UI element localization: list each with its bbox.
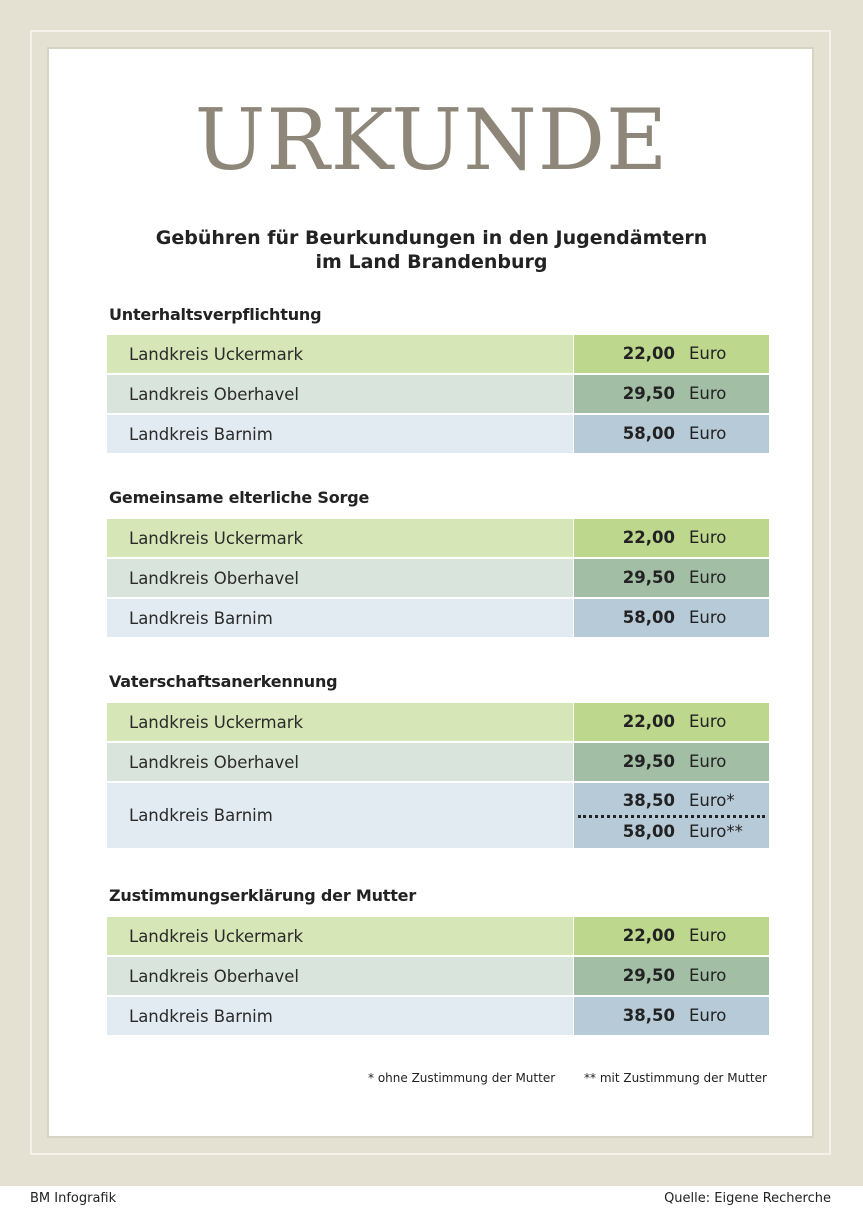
fee-amount: 29,50 Euro xyxy=(574,961,769,991)
fee-amount-cell: 22,00 Euro xyxy=(574,335,769,373)
fee-amount-cell: 38,50 Euro* 58,00 Euro** xyxy=(574,783,769,848)
subtitle: Gebühren für Beurkundungen in den Jugend… xyxy=(0,226,863,274)
section-title: Vaterschaftsanerkennung xyxy=(109,672,338,691)
district-name: Landkreis Uckermark xyxy=(107,519,573,557)
fee-amount-cell: 38,50 Euro xyxy=(574,997,769,1035)
district-name: Landkreis Oberhavel xyxy=(107,957,573,995)
fee-currency: Euro xyxy=(689,528,727,547)
fee-amount: 38,50 Euro xyxy=(574,1001,769,1031)
district-name: Landkreis Uckermark xyxy=(107,335,573,373)
fee-currency: Euro xyxy=(689,344,727,363)
fee-row: Landkreis Uckermark 22,00 Euro xyxy=(107,335,769,373)
fee-row: Landkreis Oberhavel 29,50 Euro xyxy=(107,743,769,781)
district-name: Landkreis Oberhavel xyxy=(107,375,573,413)
fee-amount: 58,00 Euro xyxy=(574,603,769,633)
section-title: Zustimmungserklärung der Mutter xyxy=(109,886,417,905)
fee-row: Landkreis Barnim 38,50 Euro xyxy=(107,997,769,1035)
fee-amount: 29,50 Euro xyxy=(574,563,769,593)
page-title: URKUNDE xyxy=(194,91,669,189)
fee-value: 58,00 xyxy=(622,608,675,627)
fee-amount: 22,00 Euro xyxy=(574,707,769,737)
fee-amount-cell: 22,00 Euro xyxy=(574,703,769,741)
district-name: Landkreis Barnim xyxy=(107,997,573,1035)
fee-amount-cell: 58,00 Euro xyxy=(574,415,769,453)
outer-border xyxy=(30,30,831,1155)
fee-row: Landkreis Barnim 58,00 Euro xyxy=(107,415,769,453)
source-label: Quelle: Eigene Recherche xyxy=(664,1191,831,1206)
fee-amount: 58,00 Euro** xyxy=(574,817,769,847)
fee-row: Landkreis Oberhavel 29,50 Euro xyxy=(107,375,769,413)
section-title: Gemeinsame elterliche Sorge xyxy=(109,488,370,507)
subtitle-line-1: Gebühren für Beurkundungen in den Jugend… xyxy=(155,227,708,249)
fee-value: 22,00 xyxy=(622,344,675,363)
fee-value: 29,50 xyxy=(622,752,675,771)
fee-amount: 29,50 Euro xyxy=(574,379,769,409)
fee-value: 22,00 xyxy=(622,926,675,945)
fee-amount-cell: 22,00 Euro xyxy=(574,917,769,955)
fee-currency: Euro xyxy=(689,384,727,403)
district-name: Landkreis Barnim xyxy=(107,415,573,453)
fee-row: Landkreis Uckermark 22,00 Euro xyxy=(107,917,769,955)
fee-currency: Euro xyxy=(689,926,727,945)
fee-row: Landkreis Uckermark 22,00 Euro xyxy=(107,703,769,741)
fee-row: Landkreis Barnim 38,50 Euro* 58,00 Euro** xyxy=(107,783,769,848)
dotted-divider xyxy=(578,815,765,818)
fee-value: 58,00 xyxy=(622,822,675,841)
fee-row: Landkreis Uckermark 22,00 Euro xyxy=(107,519,769,557)
fee-value: 22,00 xyxy=(622,528,675,547)
fee-currency: Euro xyxy=(689,608,727,627)
fee-amount: 22,00 Euro xyxy=(574,921,769,951)
fee-value: 29,50 xyxy=(622,384,675,403)
fee-amount-cell: 22,00 Euro xyxy=(574,519,769,557)
fee-amount: 29,50 Euro xyxy=(574,747,769,777)
footnote-with-consent: ** mit Zustimmung der Mutter xyxy=(584,1071,767,1085)
fee-currency: Euro xyxy=(689,424,727,443)
fee-row: Landkreis Oberhavel 29,50 Euro xyxy=(107,559,769,597)
subtitle-line-2: im Land Brandenburg xyxy=(315,251,548,273)
fee-value: 22,00 xyxy=(622,712,675,731)
footnote-without-consent: * ohne Zustimmung der Mutter xyxy=(368,1071,556,1085)
fee-amount: 22,00 Euro xyxy=(574,339,769,369)
fee-amount: 58,00 Euro xyxy=(574,419,769,449)
district-name: Landkreis Oberhavel xyxy=(107,559,573,597)
fee-amount-cell: 29,50 Euro xyxy=(574,957,769,995)
fee-amount-cell: 29,50 Euro xyxy=(574,743,769,781)
fee-amount: 22,00 Euro xyxy=(574,523,769,553)
fee-amount-cell: 29,50 Euro xyxy=(574,559,769,597)
fee-currency: Euro xyxy=(689,568,727,587)
fee-value: 29,50 xyxy=(622,568,675,587)
fee-currency: Euro* xyxy=(689,791,735,810)
fee-amount-cell: 58,00 Euro xyxy=(574,599,769,637)
district-name: Landkreis Oberhavel xyxy=(107,743,573,781)
credit-label: BM Infografik xyxy=(30,1191,117,1206)
fee-currency: Euro xyxy=(689,966,727,985)
fee-value: 29,50 xyxy=(622,966,675,985)
fee-value: 38,50 xyxy=(622,1006,675,1025)
fee-row: Landkreis Oberhavel 29,50 Euro xyxy=(107,957,769,995)
fee-value: 38,50 xyxy=(622,791,675,810)
district-name: Landkreis Uckermark xyxy=(107,703,573,741)
section-title: Unterhaltsverpflichtung xyxy=(109,305,322,324)
fee-currency: Euro xyxy=(689,752,727,771)
district-name: Landkreis Barnim xyxy=(107,783,573,848)
district-name: Landkreis Barnim xyxy=(107,599,573,637)
fee-amount-cell: 29,50 Euro xyxy=(574,375,769,413)
fee-currency: Euro** xyxy=(689,822,743,841)
fee-currency: Euro xyxy=(689,1006,727,1025)
fee-value: 58,00 xyxy=(622,424,675,443)
district-name: Landkreis Uckermark xyxy=(107,917,573,955)
fee-row: Landkreis Barnim 58,00 Euro xyxy=(107,599,769,637)
fee-amount: 38,50 Euro* xyxy=(574,786,769,816)
fee-currency: Euro xyxy=(689,712,727,731)
